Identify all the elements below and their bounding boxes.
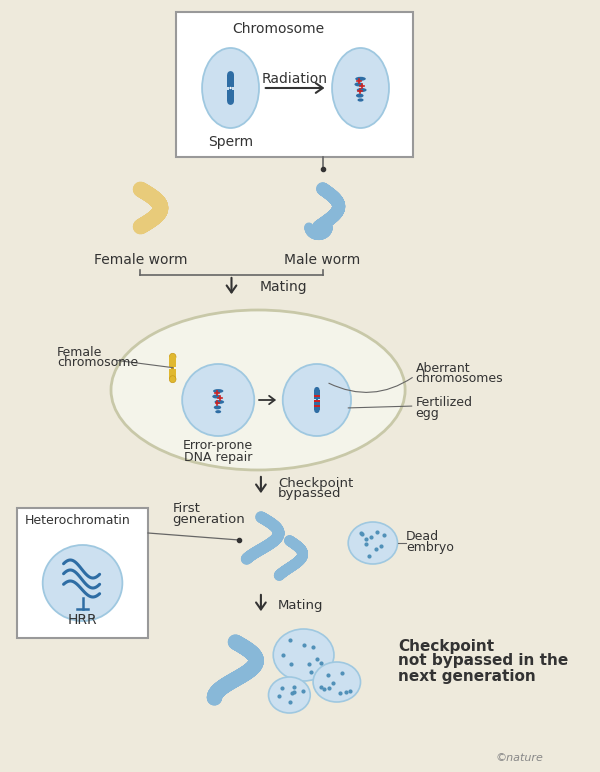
- Ellipse shape: [43, 545, 122, 621]
- Text: DNA repair: DNA repair: [184, 451, 253, 463]
- Ellipse shape: [314, 387, 320, 392]
- Bar: [314, 390, 320, 399]
- Ellipse shape: [213, 389, 223, 393]
- Ellipse shape: [212, 394, 220, 398]
- Bar: [316, 399, 318, 401]
- Ellipse shape: [172, 367, 174, 369]
- Ellipse shape: [358, 98, 364, 102]
- Bar: [227, 75, 235, 87]
- Bar: [227, 90, 235, 101]
- Text: Mating: Mating: [278, 598, 323, 611]
- Ellipse shape: [169, 376, 176, 383]
- Text: First: First: [173, 502, 200, 514]
- Ellipse shape: [111, 310, 405, 470]
- Text: Male worm: Male worm: [284, 253, 361, 267]
- Ellipse shape: [314, 408, 320, 413]
- Text: embryo: embryo: [406, 541, 454, 554]
- Ellipse shape: [202, 48, 259, 128]
- Ellipse shape: [214, 405, 221, 409]
- Bar: [314, 395, 320, 398]
- Text: Checkpoint: Checkpoint: [278, 476, 353, 489]
- Ellipse shape: [355, 83, 363, 86]
- Text: egg: egg: [416, 407, 439, 419]
- Ellipse shape: [215, 400, 224, 404]
- Text: Chromosome: Chromosome: [232, 22, 325, 36]
- Ellipse shape: [273, 629, 334, 681]
- Ellipse shape: [313, 662, 361, 702]
- Text: Checkpoint: Checkpoint: [398, 638, 494, 654]
- Ellipse shape: [332, 48, 389, 128]
- Text: HRR: HRR: [68, 613, 97, 627]
- Ellipse shape: [355, 76, 366, 81]
- Text: bypassed: bypassed: [278, 487, 341, 500]
- Text: Error-prone: Error-prone: [183, 439, 253, 452]
- Ellipse shape: [356, 93, 364, 97]
- Text: next generation: next generation: [398, 669, 536, 683]
- Text: Sperm: Sperm: [208, 135, 253, 149]
- Bar: [169, 369, 176, 379]
- Bar: [229, 86, 232, 90]
- Ellipse shape: [169, 354, 176, 361]
- Ellipse shape: [268, 677, 310, 713]
- Ellipse shape: [229, 86, 232, 90]
- Bar: [171, 367, 175, 369]
- FancyBboxPatch shape: [176, 12, 413, 157]
- Text: Heterochromatin: Heterochromatin: [25, 514, 130, 527]
- Bar: [169, 357, 176, 367]
- Text: Female: Female: [57, 346, 103, 358]
- Ellipse shape: [227, 98, 234, 105]
- Ellipse shape: [227, 71, 234, 78]
- Text: Mating: Mating: [260, 280, 308, 294]
- FancyBboxPatch shape: [17, 508, 148, 638]
- Text: Fertilized: Fertilized: [416, 395, 473, 408]
- Text: Female worm: Female worm: [94, 253, 187, 267]
- Ellipse shape: [283, 364, 351, 436]
- Ellipse shape: [348, 522, 398, 564]
- Bar: [314, 400, 320, 402]
- Ellipse shape: [357, 88, 367, 92]
- Text: Aberrant: Aberrant: [416, 361, 470, 374]
- Bar: [314, 401, 320, 410]
- Bar: [314, 405, 320, 407]
- Text: chromosomes: chromosomes: [416, 373, 503, 385]
- Text: Radiation: Radiation: [262, 72, 328, 86]
- Text: ©nature: ©nature: [496, 753, 544, 763]
- Text: generation: generation: [173, 513, 245, 526]
- Ellipse shape: [215, 410, 221, 413]
- Ellipse shape: [182, 364, 254, 436]
- Text: Dead: Dead: [406, 530, 439, 543]
- Text: chromosome: chromosome: [57, 357, 138, 370]
- Text: not bypassed in the: not bypassed in the: [398, 654, 569, 669]
